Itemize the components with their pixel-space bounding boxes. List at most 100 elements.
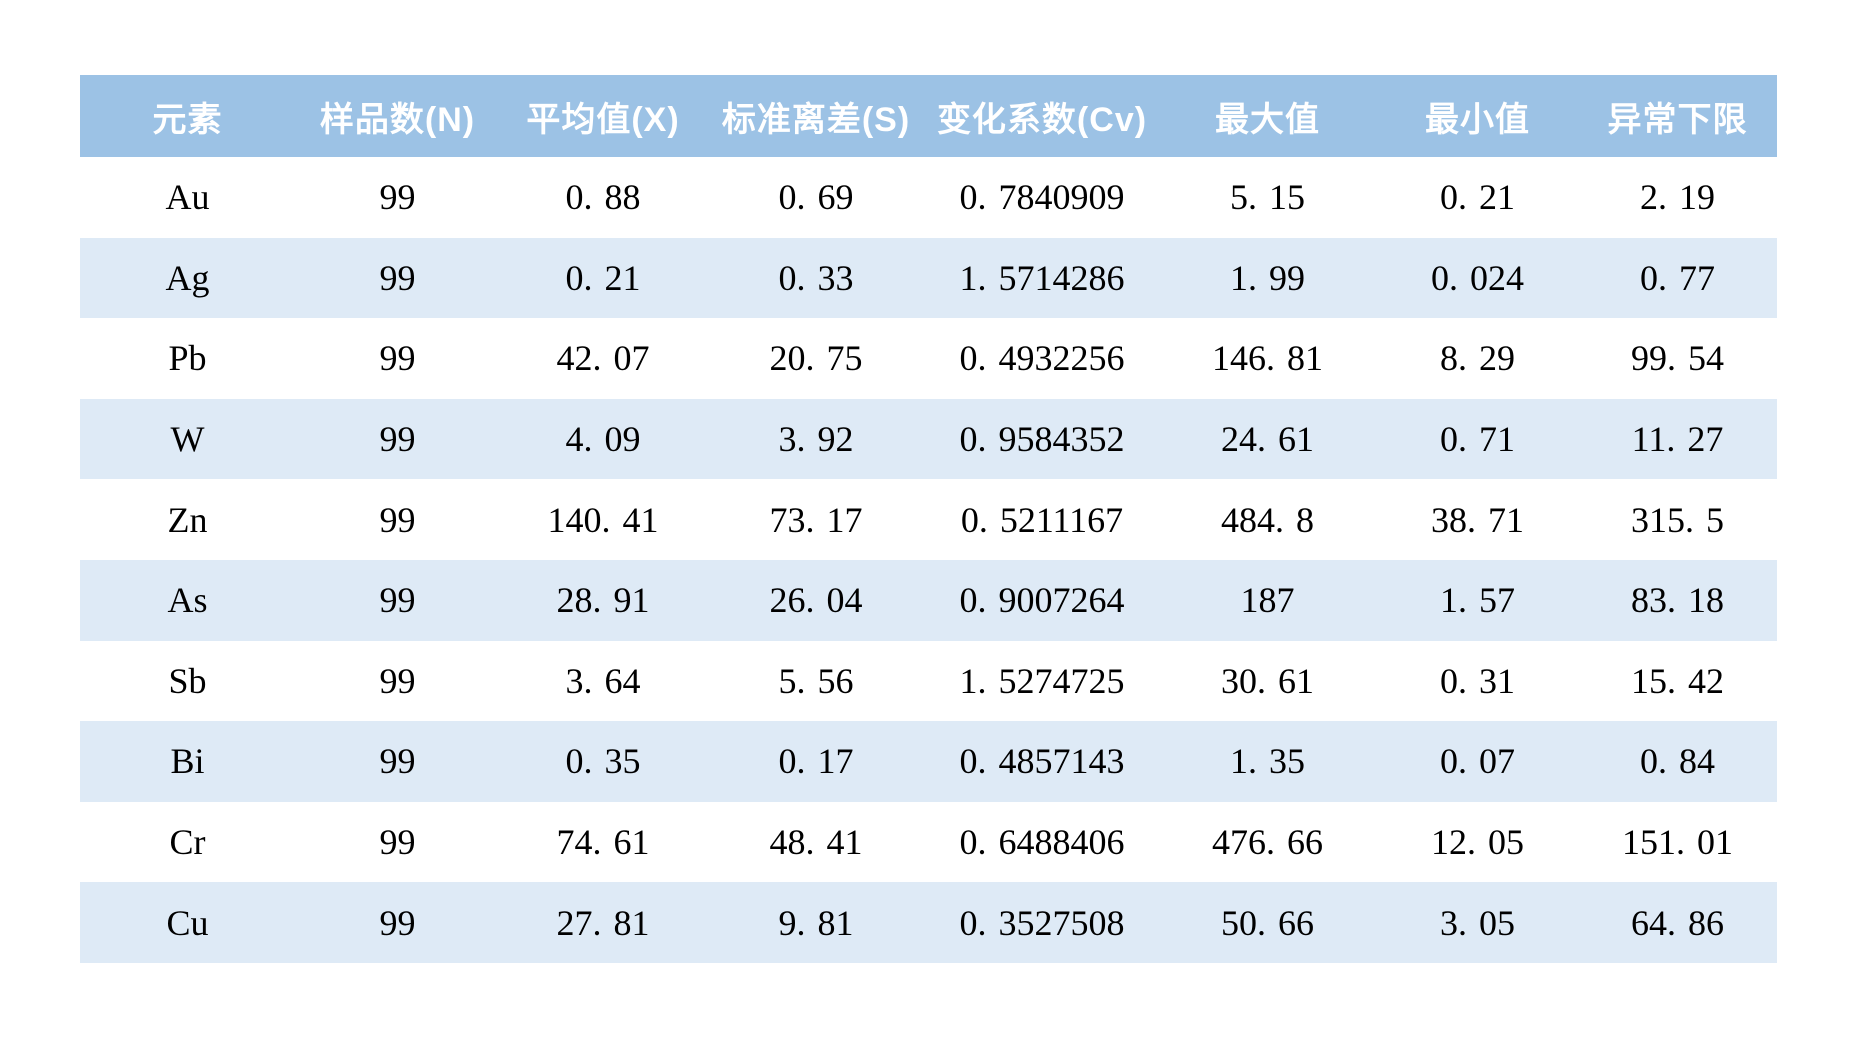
cell-max: 24. 61 (1220, 419, 1314, 460)
cell-min: 1. 57 (1439, 580, 1515, 621)
cell-mean: 140. 41 (547, 499, 659, 540)
cell-element: Au (165, 177, 210, 218)
cell-min: 0. 024 (1430, 257, 1524, 298)
cell-sample-count: 99 (379, 741, 416, 782)
cell-std-deviation: 26. 04 (769, 580, 863, 621)
cell-sample-count: 99 (379, 902, 416, 943)
cell-mean: 0. 21 (565, 257, 641, 298)
cell-anomaly-lower-limit: 11. 27 (1631, 419, 1724, 460)
cell-mean: 74. 61 (556, 822, 650, 863)
cell-anomaly-lower-limit: 64. 86 (1630, 902, 1724, 943)
cell-std-deviation: 0. 33 (778, 257, 854, 298)
cell-sample-count: 99 (379, 499, 416, 540)
cell-max: 484. 8 (1220, 499, 1314, 540)
cell-element: Bi (170, 741, 205, 782)
col-header-std-deviation: 标准离差(S) (706, 75, 926, 157)
cell-variation-coef: 0. 6488406 (959, 822, 1125, 863)
cell-variation-coef: 0. 5211167 (960, 499, 1124, 540)
cell-element: Zn (167, 499, 208, 540)
cell-mean: 0. 35 (565, 741, 641, 782)
cell-sample-count: 99 (379, 419, 416, 460)
cell-max: 476. 66 (1211, 822, 1323, 863)
table-row: As 99 28. 91 26. 04 0. 9007264 187 1. 57 83. 18 (80, 559, 1777, 641)
cell-anomaly-lower-limit: 2. 19 (1639, 177, 1715, 218)
cell-element: Sb (168, 660, 207, 701)
table-row: Sb 99 3. 64 5. 56 1. 5274725 30. 61 0. 31 15. 4… (80, 640, 1777, 722)
col-header-anomaly-lower-limit: 异常下限 (1578, 75, 1777, 157)
cell-std-deviation: 3. 92 (778, 419, 854, 460)
cell-anomaly-lower-limit: 15. 42 (1630, 660, 1724, 701)
col-header-mean: 平均值(X) (500, 75, 706, 157)
element-statistics-table: 元素 样品数(N) 平均值(X) 标准离差(S) 变化系数(Cv) 最大值 最小值 异常下限 … (80, 75, 1777, 963)
cell-min: 0. 31 (1439, 660, 1515, 701)
cell-max: 1. 99 (1229, 257, 1305, 298)
cell-variation-coef: 0. 7840909 (959, 177, 1125, 218)
cell-element: As (167, 580, 208, 621)
cell-std-deviation: 73. 17 (769, 499, 863, 540)
cell-max: 1. 35 (1229, 741, 1305, 782)
cell-anomaly-lower-limit: 0. 84 (1639, 741, 1715, 782)
cell-std-deviation: 0. 69 (778, 177, 854, 218)
table-header-row: 元素 样品数(N) 平均值(X) 标准离差(S) 变化系数(Cv) 最大值 最小值 异常下限 (80, 75, 1777, 157)
cell-min: 3. 05 (1439, 902, 1515, 943)
table-row: Cr 99 74. 61 48. 41 0. 6488406 476. 66 12. 05 1… (80, 801, 1777, 883)
table-row: W 99 4. 09 3. 92 0. 9584352 24. 61 0. 71 11. 27 (80, 398, 1777, 480)
col-header-sample-count: 样品数(N) (295, 75, 500, 157)
col-header-max: 最大值 (1158, 75, 1377, 157)
col-header-element: 元素 (80, 75, 295, 157)
table-row: Bi 99 0. 35 0. 17 0. 4857143 1. 35 0. 07 0. 84 (80, 721, 1777, 802)
cell-element: Ag (165, 257, 210, 298)
cell-variation-coef: 0. 4857143 (959, 741, 1125, 782)
cell-variation-coef: 0. 9007264 (959, 580, 1125, 621)
cell-variation-coef: 0. 9584352 (959, 419, 1125, 460)
cell-sample-count: 99 (379, 257, 416, 298)
cell-mean: 0. 88 (565, 177, 641, 218)
cell-max: 146. 81 (1211, 338, 1323, 379)
cell-sample-count: 99 (379, 177, 416, 218)
cell-sample-count: 99 (379, 822, 416, 863)
cell-mean: 4. 09 (565, 419, 641, 460)
col-header-min: 最小值 (1377, 75, 1578, 157)
cell-mean: 42. 07 (556, 338, 650, 379)
cell-max: 5. 15 (1229, 177, 1305, 218)
cell-min: 12. 05 (1430, 822, 1524, 863)
table-row: Au 99 0. 88 0. 69 0. 7840909 5. 15 0. 21 2. 19 (80, 157, 1777, 238)
cell-sample-count: 99 (379, 580, 416, 621)
cell-min: 8. 29 (1439, 338, 1515, 379)
cell-anomaly-lower-limit: 315. 5 (1630, 499, 1724, 540)
cell-element: W (170, 419, 205, 460)
cell-std-deviation: 0. 17 (778, 741, 854, 782)
cell-variation-coef: 0. 4932256 (959, 338, 1125, 379)
table-row: Ag 99 0. 21 0. 33 1. 5714286 1. 99 0. 024 0. 77 (80, 237, 1777, 319)
table-row: Pb 99 42. 07 20. 75 0. 4932256 146. 81 8. 29 99… (80, 318, 1777, 399)
cell-min: 0. 21 (1439, 177, 1515, 218)
cell-min: 0. 71 (1439, 419, 1515, 460)
cell-variation-coef: 0. 3527508 (959, 902, 1125, 943)
table-row: Cu 99 27. 81 9. 81 0. 3527508 50. 66 3. 05 64. … (80, 882, 1777, 963)
cell-min: 0. 07 (1439, 741, 1515, 782)
cell-sample-count: 99 (379, 338, 416, 379)
cell-std-deviation: 20. 75 (769, 338, 863, 379)
cell-std-deviation: 9. 81 (778, 902, 854, 943)
cell-max: 50. 66 (1220, 902, 1314, 943)
cell-mean: 3. 64 (565, 660, 641, 701)
cell-max: 30. 61 (1220, 660, 1314, 701)
cell-std-deviation: 48. 41 (769, 822, 863, 863)
cell-max: 187 (1240, 580, 1295, 621)
cell-sample-count: 99 (379, 660, 416, 701)
cell-variation-coef: 1. 5274725 (959, 660, 1125, 701)
cell-element: Cu (166, 902, 209, 943)
cell-anomaly-lower-limit: 0. 77 (1639, 257, 1715, 298)
cell-anomaly-lower-limit: 99. 54 (1630, 338, 1724, 379)
cell-anomaly-lower-limit: 83. 18 (1630, 580, 1724, 621)
cell-mean: 28. 91 (556, 580, 650, 621)
cell-mean: 27. 81 (556, 902, 650, 943)
col-header-variation-coef: 变化系数(Cv) (926, 75, 1158, 157)
table-row: Zn 99 140. 41 73. 17 0. 5211167 484. 8 38. 71 3… (80, 479, 1777, 560)
cell-variation-coef: 1. 5714286 (959, 257, 1125, 298)
cell-element: Cr (169, 822, 206, 863)
cell-anomaly-lower-limit: 151. 01 (1621, 822, 1733, 863)
cell-std-deviation: 5. 56 (778, 660, 854, 701)
cell-element: Pb (168, 338, 207, 379)
